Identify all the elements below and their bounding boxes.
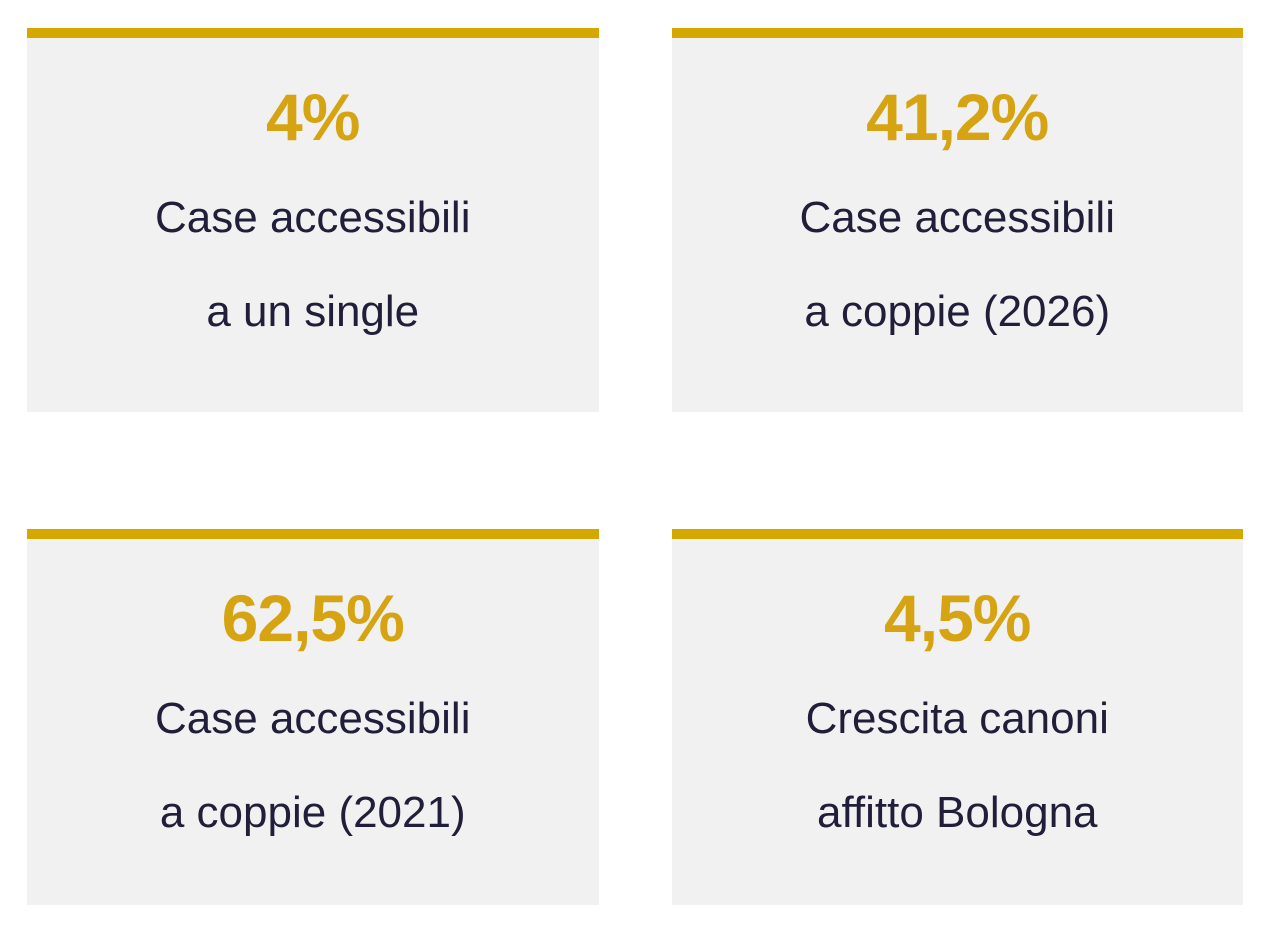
card-accent-bar xyxy=(27,28,599,38)
stat-card-coppie-2026: 41,2% Case accessibili a coppie (2026) xyxy=(671,28,1243,412)
card-accent-bar xyxy=(671,529,1243,539)
stat-label-line2: a un single xyxy=(206,287,420,337)
stat-value: 4,5% xyxy=(884,581,1031,655)
stat-label-line1: Case accessibili xyxy=(155,193,471,242)
stat-label-line1: Crescita canoni xyxy=(805,694,1109,743)
card-accent-bar xyxy=(27,529,599,539)
stat-label-line2: affitto Bologna xyxy=(816,788,1098,838)
stat-label-line1: Case accessibili xyxy=(155,694,471,743)
stat-value: 41,2% xyxy=(866,80,1049,154)
stat-card-single: 4% Case accessibili a un single xyxy=(27,28,599,412)
stat-label-line2: a coppie (2021) xyxy=(159,788,466,838)
stat-value: 4% xyxy=(266,80,360,154)
card-accent-bar xyxy=(671,28,1243,38)
stat-card-coppie-2021: 62,5% Case accessibili a coppie (2021) xyxy=(27,529,599,905)
stat-card-canoni-bologna: 4,5% Crescita canoni affitto Bologna xyxy=(671,529,1243,905)
stat-value: 62,5% xyxy=(221,581,405,655)
stat-label-line1: Case accessibili xyxy=(799,193,1115,242)
stat-label-line2: a coppie (2026) xyxy=(804,287,1111,337)
